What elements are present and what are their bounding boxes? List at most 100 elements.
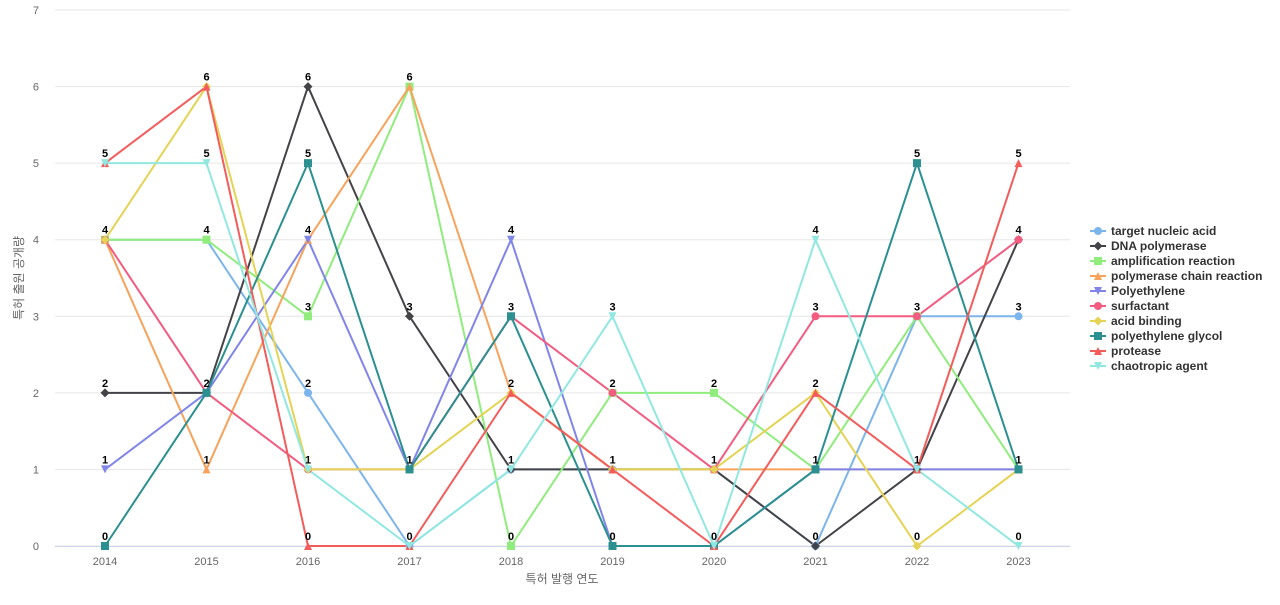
data-point-dna-polymerase <box>811 541 820 551</box>
y-tick-label: 4 <box>33 235 39 247</box>
data-label: 0 <box>1015 531 1021 543</box>
legend-symbol <box>1094 272 1102 280</box>
data-point-protease <box>608 465 617 474</box>
legend-symbol <box>1093 241 1103 251</box>
data-point-chaotropic-agent <box>507 465 515 474</box>
data-label: 6 <box>305 72 311 84</box>
data-label: 0 <box>609 531 615 543</box>
data-point-surfactant <box>913 312 921 321</box>
data-label: 1 <box>1015 454 1021 466</box>
data-point-protease <box>1014 159 1023 168</box>
data-label: 0 <box>711 531 717 543</box>
legend-symbol <box>1094 347 1102 355</box>
data-label: 5 <box>1015 148 1021 160</box>
x-tick-label: 2014 <box>93 556 117 568</box>
data-point-protease <box>507 388 515 397</box>
data-point-chaotropic-agent <box>710 542 718 550</box>
x-tick-label: 2016 <box>296 556 320 568</box>
data-point-amplification-reaction <box>304 312 312 321</box>
data-point-polyethylene-glycol <box>811 465 820 474</box>
data-label: 4 <box>508 225 515 237</box>
y-tick-label: 2 <box>33 388 39 400</box>
series-line-chaotropic-agent <box>104 162 1020 547</box>
data-point-amplification-reaction <box>710 388 718 397</box>
legend-item-acid-binding[interactable]: acid binding <box>1090 314 1182 328</box>
series-line-surfactant <box>104 238 1020 471</box>
data-label: 1 <box>711 454 717 466</box>
data-point-surfactant <box>1014 235 1023 244</box>
legend-item-polyethylene[interactable]: Polyethylene <box>1090 284 1185 298</box>
legend-item-polyethylene-glycol[interactable]: polyethylene glycol <box>1090 329 1222 343</box>
data-point-chaotropic-agent <box>405 542 414 550</box>
data-point-protease <box>304 542 312 550</box>
data-point-amplification-reaction <box>507 542 515 550</box>
legend-item-target-nucleic-acid[interactable]: target nucleic acid <box>1090 224 1216 238</box>
data-label: 5 <box>203 148 209 160</box>
legend-item-surfactant[interactable]: surfactant <box>1090 299 1169 313</box>
data-point-polyethylene-glycol <box>608 542 617 550</box>
legend-symbol <box>1094 362 1102 370</box>
data-point-polyethylene-glycol <box>1014 465 1023 474</box>
data-label: 0 <box>914 531 920 543</box>
series-lines <box>104 85 1020 547</box>
legend-symbol <box>1094 287 1102 295</box>
data-label: 0 <box>406 531 412 543</box>
legend-label: polymerase chain reaction <box>1111 269 1262 283</box>
data-labels: 5 4 2 1 0 6 5 4 2 1 6 5 4 3 2 1 0 6 3 1 0 4 3 2 1 0 3 2 1 0 2 1 0 4 3 2 1 0 5 3… <box>102 72 1023 543</box>
legend-label: amplification reaction <box>1111 254 1235 268</box>
y-tick-label: 3 <box>33 311 39 323</box>
x-tick-label: 2023 <box>1006 556 1030 568</box>
data-label: 2 <box>609 378 615 390</box>
y-tick-label: 7 <box>33 5 39 17</box>
legend-item-dna-polymerase[interactable]: DNA polymerase <box>1090 239 1207 253</box>
data-label: 4 <box>203 225 210 237</box>
data-point-polyethylene-glycol <box>101 542 109 550</box>
data-label: 5 <box>305 148 311 160</box>
data-point-polyethylene-glycol <box>405 465 414 474</box>
data-point-chaotropic-agent <box>304 465 312 474</box>
y-axis-title: 특허 출원 공개량 <box>12 236 26 320</box>
series-line-polymerase-chain-reaction <box>104 85 1020 471</box>
data-point-polyethylene <box>101 465 109 474</box>
data-label: 2 <box>203 378 209 390</box>
data-point-dna-polymerase <box>405 311 414 321</box>
y-tick-label: 1 <box>33 464 39 476</box>
data-point-polymerase-chain-reaction <box>405 82 414 91</box>
x-tick-label: 2018 <box>499 556 523 568</box>
data-label: 3 <box>914 301 920 313</box>
legend-label: DNA polymerase <box>1111 239 1207 253</box>
data-label: 4 <box>1015 225 1022 237</box>
data-point-polyethylene-glycol <box>913 159 921 168</box>
legend-item-protease[interactable]: protease <box>1090 344 1161 358</box>
data-point-chaotropic-agent <box>101 159 109 168</box>
legend-label: target nucleic acid <box>1111 224 1216 238</box>
data-label: 2 <box>102 378 108 390</box>
data-point-polymerase-chain-reaction <box>202 465 211 474</box>
data-label: 1 <box>305 454 311 466</box>
data-label: 3 <box>508 301 514 313</box>
data-label: 5 <box>914 148 920 160</box>
data-point-polyethylene-glycol <box>202 388 211 397</box>
data-point-chaotropic-agent <box>608 312 617 321</box>
legend-label: acid binding <box>1111 314 1182 328</box>
data-label: 2 <box>711 378 717 390</box>
legend-label: surfactant <box>1111 299 1169 313</box>
data-label: 1 <box>609 454 615 466</box>
legend-item-amplification-reaction[interactable]: amplification reaction <box>1090 254 1235 268</box>
legend-item-chaotropic-agent[interactable]: chaotropic agent <box>1090 359 1208 373</box>
data-point-acid-binding <box>100 235 110 245</box>
x-tick-label: 2015 <box>194 556 218 568</box>
data-label: 4 <box>305 225 312 237</box>
x-axis-title: 특허 발행 연도 <box>526 571 599 586</box>
data-point-target-nucleic-acid <box>1014 312 1023 321</box>
data-label: 5 <box>102 148 108 160</box>
legend-symbol <box>1094 227 1102 235</box>
legend-item-polymerase-chain-reaction[interactable]: polymerase chain reaction <box>1090 269 1262 283</box>
data-label: 3 <box>1015 301 1021 313</box>
data-label: 1 <box>102 454 108 466</box>
data-point-polyethylene-glycol <box>507 312 515 321</box>
